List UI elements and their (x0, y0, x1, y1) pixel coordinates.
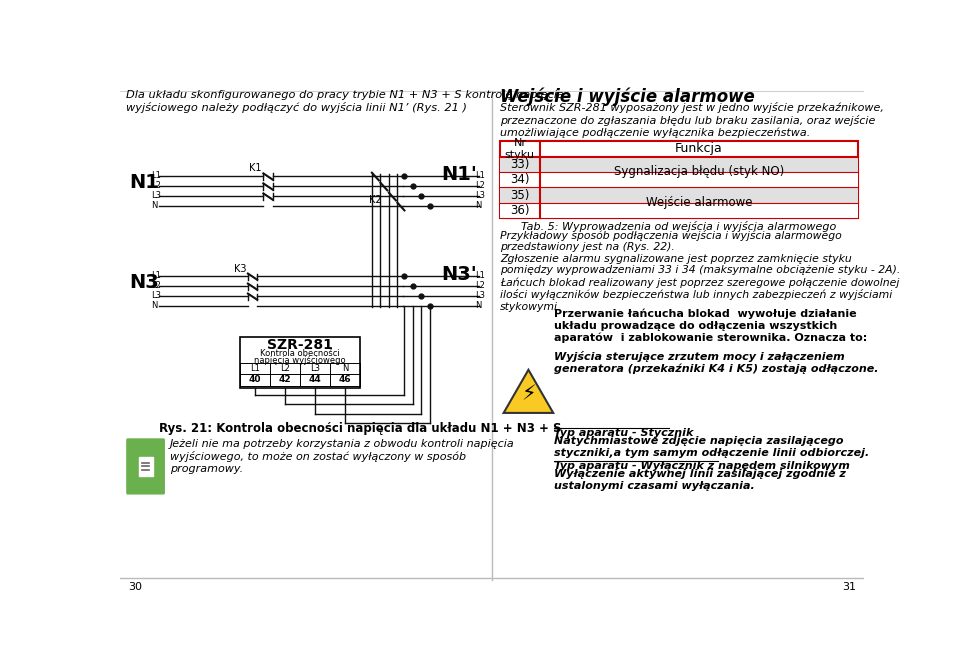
Text: Rys. 21: Kontrola obecności napięcia dla układu N1 + N3 + S: Rys. 21: Kontrola obecności napięcia dla… (158, 422, 562, 435)
Text: L3: L3 (151, 191, 161, 200)
Text: N: N (342, 364, 348, 373)
Text: N1': N1' (442, 165, 477, 184)
FancyBboxPatch shape (500, 141, 858, 218)
Text: Typ aparatu - Stycznik: Typ aparatu - Stycznik (554, 427, 693, 438)
Text: Sygnalizacja błędu (styk NO): Sygnalizacja błędu (styk NO) (613, 165, 784, 179)
Text: Wyłączenie aktywnej linii zasilającej zgodnie z
ustalonymi czasami wyłączania.: Wyłączenie aktywnej linii zasilającej zg… (554, 469, 846, 491)
Text: Dla układu skonfigurowanego do pracy trybie N1 + N3 + S kontrolę napięcia
wyjści: Dla układu skonfigurowanego do pracy try… (126, 90, 564, 113)
Text: L1: L1 (251, 364, 260, 373)
Text: Tab. 5: Wyprowadzenia od wejścia i wyjścia alarmowego: Tab. 5: Wyprowadzenia od wejścia i wyjśc… (521, 221, 836, 232)
Text: Natychmiastowe zdjęcie napięcia zasilającego
styczniki,a tym samym odłączenie li: Natychmiastowe zdjęcie napięcia zasilają… (554, 436, 869, 458)
Text: L3: L3 (151, 292, 161, 300)
FancyBboxPatch shape (500, 203, 858, 218)
Text: Przykładowy sposób podłączenia wejścia i wyjścia alarmowego
przedstawiony jest n: Przykładowy sposób podłączenia wejścia i… (500, 229, 900, 312)
Text: L1: L1 (475, 171, 485, 180)
Text: N: N (475, 302, 481, 310)
Text: Funkcja: Funkcja (675, 142, 723, 155)
Text: K1: K1 (250, 163, 262, 173)
Text: L2: L2 (475, 181, 485, 190)
Text: L2: L2 (475, 282, 485, 290)
Text: L1: L1 (151, 171, 161, 180)
Text: SZR-281: SZR-281 (267, 339, 333, 353)
Text: K3: K3 (234, 264, 247, 274)
Text: 42: 42 (278, 375, 292, 384)
Text: L3: L3 (310, 364, 321, 373)
Text: N: N (151, 201, 157, 210)
Text: Nr
styku: Nr styku (505, 138, 535, 160)
Text: L2: L2 (280, 364, 290, 373)
Text: 35): 35) (510, 189, 530, 201)
Text: Kontrola obecności: Kontrola obecności (260, 349, 340, 358)
Text: ⚡: ⚡ (521, 385, 536, 405)
Text: Przerwanie łańcucha blokad  wywołuje działanie
układu prowadzące do odłączenia w: Przerwanie łańcucha blokad wywołuje dzia… (554, 309, 867, 343)
Text: L1: L1 (475, 272, 485, 280)
Text: L2: L2 (151, 181, 161, 190)
Text: 31: 31 (842, 581, 856, 591)
FancyBboxPatch shape (126, 438, 165, 494)
FancyBboxPatch shape (240, 337, 360, 387)
FancyBboxPatch shape (500, 172, 858, 187)
Text: Jeżeli nie ma potrzeby korzystania z obwodu kontroli napięcia
wyjściowego, to mo: Jeżeli nie ma potrzeby korzystania z obw… (170, 439, 515, 474)
FancyBboxPatch shape (138, 457, 153, 476)
Text: N1: N1 (130, 173, 159, 192)
Text: L2: L2 (151, 282, 161, 290)
Text: Typ aparatu - Wyłącznik z napędem silnikowym: Typ aparatu - Wyłącznik z napędem silnik… (554, 461, 850, 471)
Text: N: N (151, 302, 157, 310)
Text: Wejście alarmowe: Wejście alarmowe (646, 196, 753, 209)
Text: Wejście i wyjście alarmowe: Wejście i wyjście alarmowe (500, 87, 755, 106)
Text: 30: 30 (128, 581, 142, 591)
Text: 46: 46 (339, 375, 351, 384)
Text: 33): 33) (510, 158, 530, 171)
Text: N3': N3' (442, 265, 477, 284)
Text: 44: 44 (309, 375, 322, 384)
Text: L1: L1 (151, 272, 161, 280)
Text: N3: N3 (130, 273, 159, 292)
Text: L3: L3 (475, 292, 485, 300)
Text: Wyjścia sterujące zrzutem mocy i załączeniem
generatora (przekaźniki K4 i K5) zo: Wyjścia sterujące zrzutem mocy i załącze… (554, 351, 878, 374)
Text: L3: L3 (475, 191, 485, 200)
Text: Sterownik SZR-281 wyposażony jest w jedno wyjście przekaźnikowe,
przeznaczone do: Sterownik SZR-281 wyposażony jest w jedn… (500, 102, 883, 138)
Text: 40: 40 (249, 375, 261, 384)
Text: 36): 36) (510, 204, 530, 217)
Text: N: N (475, 201, 481, 210)
Text: 34): 34) (510, 173, 530, 186)
Text: K2: K2 (369, 195, 381, 205)
Polygon shape (504, 370, 553, 413)
FancyBboxPatch shape (500, 187, 858, 203)
FancyBboxPatch shape (500, 157, 858, 172)
Text: napięcia wyjściowego: napięcia wyjściowego (254, 356, 346, 365)
